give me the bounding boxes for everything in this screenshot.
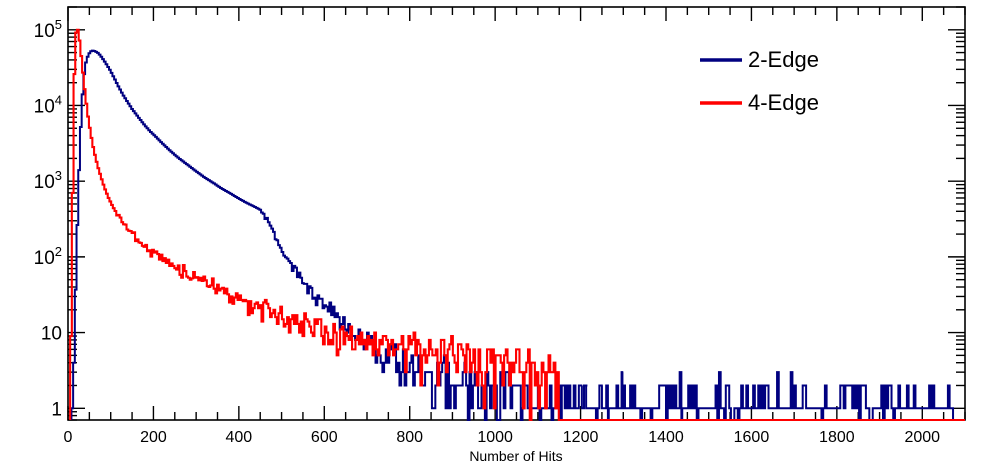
legend-label-2-edge: 2-Edge xyxy=(748,47,819,72)
x-tick-label: 1000 xyxy=(477,429,513,446)
x-tick-label: 200 xyxy=(140,429,167,446)
x-tick-label: 400 xyxy=(226,429,253,446)
x-tick-label: 1600 xyxy=(734,429,770,446)
y-tick-label: 102 xyxy=(34,244,62,269)
x-tick-label: 1400 xyxy=(648,429,684,446)
x-axis-tick-labels: 0 200 400 600 800 1000 1200 1400 1600 1800 2000 xyxy=(64,429,941,446)
y-tick-label: 10 xyxy=(41,324,62,345)
x-tick-label: 1200 xyxy=(563,429,599,446)
x-tick-label: 0 xyxy=(64,429,73,446)
y-tick-label: 103 xyxy=(34,168,62,193)
x-tick-label: 2000 xyxy=(904,429,940,446)
y-tick-label: 104 xyxy=(34,92,62,117)
legend: 2-Edge 4-Edge xyxy=(700,47,819,115)
legend-label-4-edge: 4-Edge xyxy=(748,90,819,115)
x-tick-label: 1800 xyxy=(819,429,855,446)
x-tick-label: 600 xyxy=(311,429,338,446)
y-tick-label: 1 xyxy=(51,399,62,420)
y-tick-label: 105 xyxy=(34,17,62,42)
x-tick-label: 800 xyxy=(396,429,423,446)
series-4-edge xyxy=(69,28,965,422)
data-series-layer xyxy=(69,28,965,422)
y-axis-tick-labels: 1 10 102 103 104 105 xyxy=(34,17,62,420)
x-axis-title: Number of Hits xyxy=(469,448,562,464)
